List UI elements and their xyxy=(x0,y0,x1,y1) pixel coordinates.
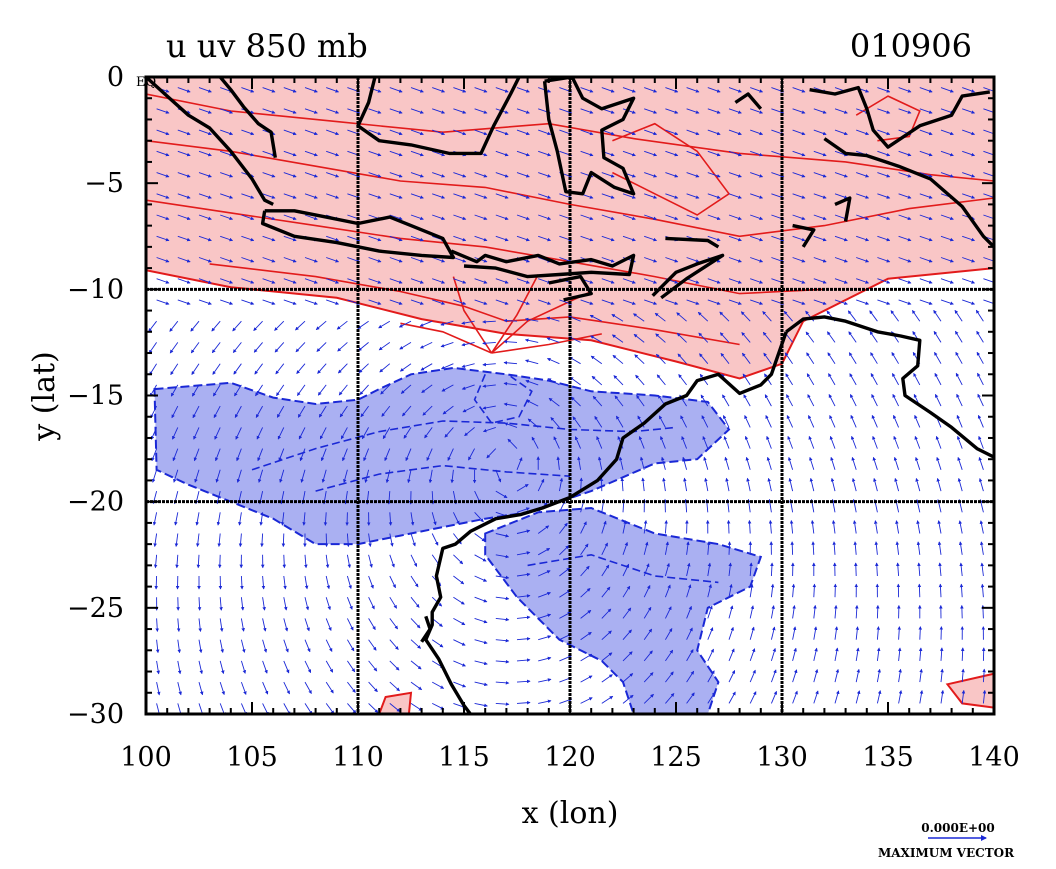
y-tick-label: −10 xyxy=(67,274,124,305)
wind-vector xyxy=(729,542,730,555)
wind-vector xyxy=(962,648,963,661)
x-tick-label: 140 xyxy=(968,742,1020,773)
wind-vector xyxy=(729,521,730,534)
wind-vector xyxy=(220,555,221,568)
x-tick-label: 130 xyxy=(756,742,808,773)
y-tick-label: 0 xyxy=(107,62,124,93)
y-tick-label: −25 xyxy=(67,593,124,624)
date-label: 010906 xyxy=(850,27,972,65)
chart-title: u uv 850 mb xyxy=(166,27,368,65)
y-tick-label: −15 xyxy=(67,381,124,412)
wind-vector xyxy=(156,576,157,589)
x-tick-label: 120 xyxy=(544,742,596,773)
y-axis-label: y (lat) xyxy=(27,351,62,441)
equator-label: EQ xyxy=(136,75,156,90)
y-tick-label: −5 xyxy=(84,168,124,199)
x-tick-label: 105 xyxy=(226,742,278,773)
wind-vector xyxy=(919,584,920,597)
legend-value: 0.000E+00 xyxy=(921,821,994,835)
x-axis-label: x (lon) xyxy=(522,796,619,831)
x-tick-label: 115 xyxy=(438,742,490,773)
y-tick-label: −30 xyxy=(67,699,124,730)
wind-vector xyxy=(284,555,285,568)
y-tick-label: −20 xyxy=(67,487,124,518)
wind-vector xyxy=(283,534,284,547)
vector-legend: 0.000E+00 MAXIMUM VECTOR xyxy=(878,821,1015,860)
x-tick-label: 125 xyxy=(650,742,702,773)
wind-vector xyxy=(920,627,921,640)
wind-vector xyxy=(792,542,793,555)
wind-vector xyxy=(877,606,878,619)
x-tick-label: 110 xyxy=(332,742,384,773)
legend-caption: MAXIMUM VECTOR xyxy=(878,846,1015,860)
x-tick-label: 135 xyxy=(862,742,914,773)
wind-vector xyxy=(856,563,857,576)
x-tick-label: 100 xyxy=(120,742,172,773)
